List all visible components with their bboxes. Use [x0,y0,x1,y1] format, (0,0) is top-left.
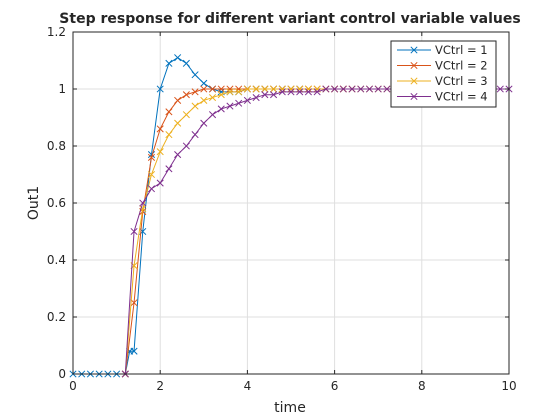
data-point-vctrl-4 [243,96,251,104]
data-point-vctrl-2 [226,85,234,93]
data-point-vctrl-4 [165,165,173,173]
axis-ticks: 0 2 4 6 8 10 0 0.2 0.4 0.6 0.8 1 1.2 [47,25,517,393]
data-point-vctrl-1 [174,54,182,62]
legend-swatch-marker [410,92,418,101]
data-point-vctrl-2 [174,96,182,104]
data-point-vctrl-4 [156,179,164,187]
data-point-vctrl-2 [191,88,199,96]
y-tick-label: 1.2 [47,25,66,39]
data-point-vctrl-4 [296,88,304,96]
data-point-vctrl-4 [261,91,269,99]
data-point-vctrl-4 [235,99,243,107]
data-point-vctrl-1 [130,347,138,355]
data-point-vctrl-4 [147,185,156,193]
data-point-vctrl-3 [156,148,164,156]
data-point-vctrl-3 [191,102,199,110]
data-point-vctrl-4 [200,119,208,127]
data-point-vctrl-3 [278,85,286,93]
data-point-vctrl-4 [496,85,504,93]
data-point-vctrl-3 [304,85,312,93]
data-point-vctrl-4 [313,88,321,96]
data-point-vctrl-1 [191,71,199,79]
y-tick-label: 0.4 [47,253,66,267]
y-tick-label: 0.8 [47,139,66,153]
data-point-vctrl-1 [182,59,190,67]
data-point-vctrl-2 [217,85,225,93]
data-point-vctrl-3 [182,111,190,119]
data-point-vctrl-4 [357,85,365,93]
data-point-vctrl-2 [208,85,217,93]
x-tick-label: 6 [331,379,339,393]
data-point-vctrl-4 [374,85,382,93]
data-point-vctrl-4 [226,102,234,110]
data-point-vctrl-4 [182,142,190,150]
data-point-vctrl-3 [261,85,269,93]
data-point-vctrl-3 [252,85,260,93]
data-point-vctrl-1 [156,85,164,93]
legend-label: VCtrl = 3 [435,74,488,88]
data-point-vctrl-4 [208,111,217,119]
data-point-vctrl-3 [174,119,182,127]
data-point-vctrl-3 [235,88,243,96]
data-point-vctrl-3 [217,91,225,99]
data-point-vctrl-1 [200,79,208,87]
data-point-vctrl-4 [287,88,295,96]
data-point-vctrl-4 [174,150,182,159]
data-point-vctrl-3 [147,170,156,179]
data-point-vctrl-2 [200,85,208,93]
y-tick-label: 1 [58,82,66,96]
data-point-vctrl-3 [226,88,234,96]
data-point-vctrl-4 [339,85,347,93]
data-point-vctrl-4 [191,131,199,139]
data-point-vctrl-2 [182,91,190,99]
legend-swatch-marker [410,46,418,54]
data-point-vctrl-3 [287,85,295,93]
data-point-vctrl-2 [165,108,173,116]
data-point-vctrl-4 [322,85,330,93]
data-point-vctrl-4 [348,85,356,93]
legend-swatch-marker [410,61,418,70]
x-axis-label: time [274,400,306,416]
legend-label: VCtrl = 4 [435,90,488,104]
data-point-vctrl-4 [278,88,286,96]
legend-label: VCtrl = 2 [435,59,488,73]
data-point-vctrl-2 [156,125,164,133]
data-point-vctrl-3 [200,96,208,104]
data-point-vctrl-3 [165,131,173,139]
x-tick-label: 4 [244,379,252,393]
x-tick-label: 8 [418,379,426,393]
y-tick-label: 0 [58,367,66,381]
y-axis-label: Out1 [26,186,42,220]
data-point-vctrl-4 [365,85,374,93]
data-point-vctrl-4 [217,105,225,113]
chart-title: Step response for different variant cont… [59,11,520,27]
y-tick-label: 0.6 [47,196,66,210]
data-point-vctrl-4 [383,85,391,93]
data-point-vctrl-1 [147,150,156,159]
data-point-vctrl-3 [243,85,251,93]
data-point-vctrl-2 [147,153,156,161]
x-tick-label: 0 [69,379,77,393]
data-point-vctrl-4 [130,227,138,236]
data-point-vctrl-4 [331,85,339,93]
data-point-vctrl-3 [208,93,217,102]
legend-label: VCtrl = 1 [435,43,488,57]
data-point-vctrl-1 [165,59,173,67]
data-point-vctrl-3 [296,85,304,93]
data-point-vctrl-4 [270,91,278,99]
data-point-vctrl-2 [130,299,138,307]
x-tick-label: 2 [156,379,164,393]
data-point-vctrl-3 [270,85,278,93]
data-point-vctrl-4 [304,88,312,96]
legend-swatch-marker [410,77,418,85]
x-tick-label: 10 [501,379,516,393]
data-point-vctrl-4 [252,93,260,102]
y-tick-label: 0.2 [47,310,66,324]
data-point-vctrl-4 [139,199,147,207]
